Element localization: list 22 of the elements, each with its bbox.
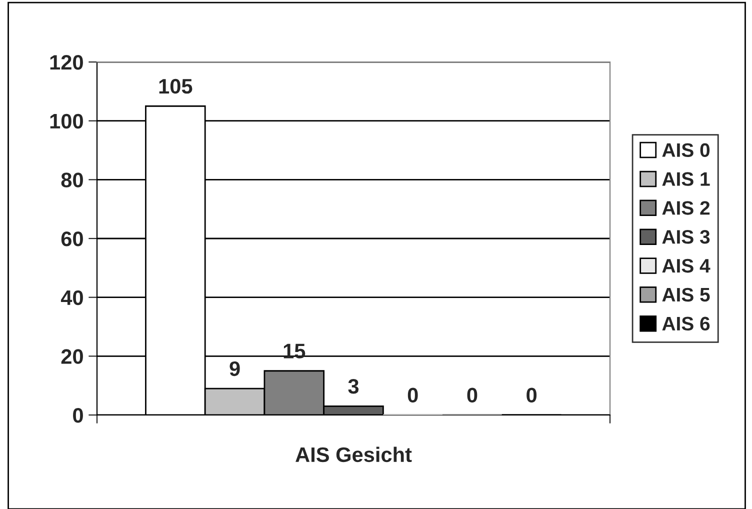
data-label: 3 <box>348 378 359 394</box>
data-label: 105 <box>159 78 192 94</box>
data-label: 15 <box>284 344 306 358</box>
legend-label: AIS 4 <box>662 258 710 273</box>
y-tick-label: 100 <box>50 114 83 129</box>
legend-label: AIS 3 <box>662 230 710 244</box>
y-tick-label: 40 <box>60 290 83 306</box>
data-label: 0 <box>408 388 418 403</box>
data-label: 0 <box>526 388 537 403</box>
y-tick-label: 120 <box>50 55 83 70</box>
y-tick-label: 80 <box>61 172 83 188</box>
data-label: 9 <box>230 361 240 376</box>
legend-label: AIS 0 <box>662 143 710 157</box>
legend-label: AIS 6 <box>662 316 710 331</box>
legend-label: AIS 1 <box>662 172 710 186</box>
legend-label: AIS 2 <box>662 201 710 215</box>
legend-label: AIS 5 <box>662 288 710 302</box>
x-tick-label: AIS Gesicht <box>296 446 412 462</box>
data-label: 0 <box>467 388 478 403</box>
y-tick-label: 20 <box>61 349 83 364</box>
y-tick-label: 0 <box>73 408 83 423</box>
y-tick-label: 60 <box>61 232 83 246</box>
